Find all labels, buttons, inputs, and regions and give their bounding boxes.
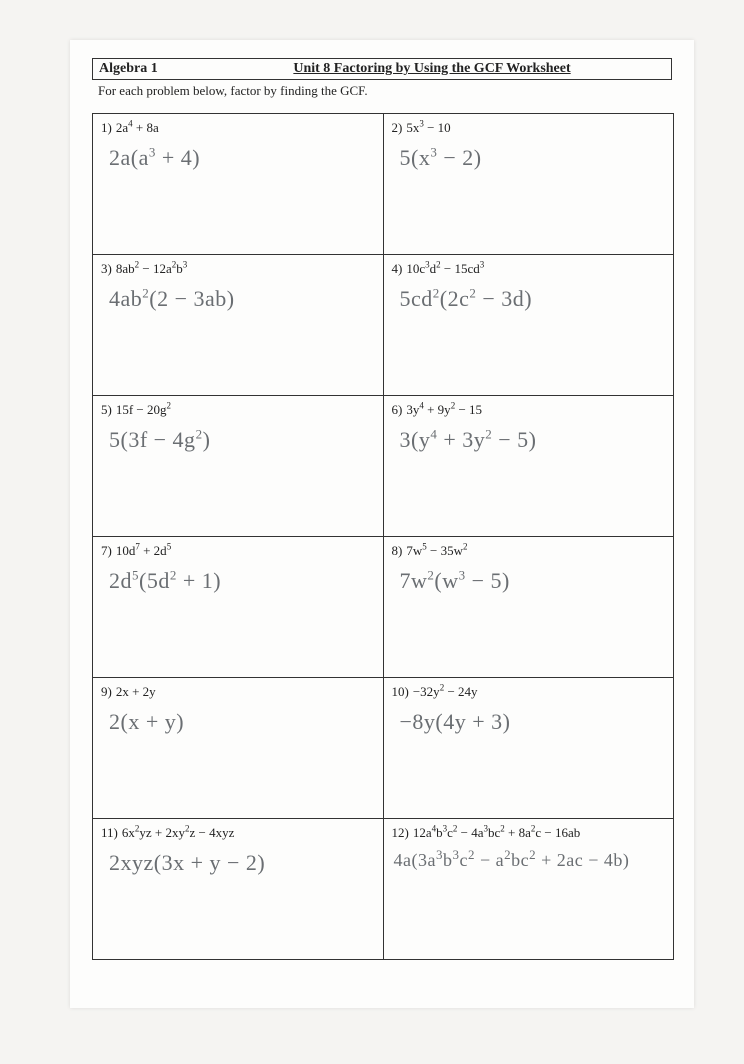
problem-cell: 12)12a4b3c2 − 4a3bc2 + 8a2c − 16ab 4a(3a… — [384, 819, 674, 959]
handwritten-answer: 5(x3 − 2) — [400, 146, 666, 170]
subject-label: Algebra 1 — [99, 61, 199, 77]
grid-row: 7)10d7 + 2d5 2d5(5d2 + 1) 8)7w5 − 35w2 7… — [93, 537, 673, 678]
problem-cell: 10)−32y2 − 24y −8y(4y + 3) — [384, 678, 674, 818]
handwritten-answer: 7w2(w3 − 5) — [400, 569, 666, 593]
worksheet-title: Unit 8 Factoring by Using the GCF Worksh… — [199, 61, 665, 77]
handwritten-answer: 5cd2(2c2 − 3d) — [400, 287, 666, 311]
problem-cell: 6)3y4 + 9y2 − 15 3(y4 + 3y2 − 5) — [384, 396, 674, 536]
problem-text: 5)15f − 20g2 — [101, 402, 375, 418]
problem-cell: 1)2a4 + 8a 2a(a3 + 4) — [93, 114, 384, 254]
grid-row: 11)6x2yz + 2xy2z − 4xyz 2xyz(3x + y − 2)… — [93, 819, 673, 959]
handwritten-answer: 2xyz(3x + y − 2) — [109, 851, 375, 875]
handwritten-answer: 4a(3a3b3c2 − a2bc2 + 2ac − 4b) — [394, 851, 666, 871]
handwritten-answer: 5(3f − 4g2) — [109, 428, 375, 452]
problem-text: 7)10d7 + 2d5 — [101, 543, 375, 559]
problem-cell: 8)7w5 − 35w2 7w2(w3 − 5) — [384, 537, 674, 677]
problem-text: 9)2x + 2y — [101, 684, 375, 700]
handwritten-answer: 4ab2(2 − 3ab) — [109, 287, 375, 311]
problem-grid: 1)2a4 + 8a 2a(a3 + 4) 2)5x3 − 10 5(x3 − … — [92, 113, 674, 960]
handwritten-answer: 2d5(5d2 + 1) — [109, 569, 375, 593]
problem-cell: 4)10c3d2 − 15cd3 5cd2(2c2 − 3d) — [384, 255, 674, 395]
handwritten-answer: 3(y4 + 3y2 − 5) — [400, 428, 666, 452]
grid-row: 5)15f − 20g2 5(3f − 4g2) 6)3y4 + 9y2 − 1… — [93, 396, 673, 537]
problem-cell: 9)2x + 2y 2(x + y) — [93, 678, 384, 818]
grid-row: 9)2x + 2y 2(x + y) 10)−32y2 − 24y −8y(4y… — [93, 678, 673, 819]
problem-text: 12)12a4b3c2 − 4a3bc2 + 8a2c − 16ab — [392, 825, 666, 841]
problem-text: 4)10c3d2 − 15cd3 — [392, 261, 666, 277]
problem-text: 1)2a4 + 8a — [101, 120, 375, 136]
worksheet-page: Algebra 1 Unit 8 Factoring by Using the … — [70, 40, 694, 1008]
problem-text: 10)−32y2 − 24y — [392, 684, 666, 700]
problem-cell: 7)10d7 + 2d5 2d5(5d2 + 1) — [93, 537, 384, 677]
handwritten-answer: 2(x + y) — [109, 710, 375, 734]
problem-cell: 5)15f − 20g2 5(3f − 4g2) — [93, 396, 384, 536]
problem-text: 8)7w5 − 35w2 — [392, 543, 666, 559]
problem-text: 6)3y4 + 9y2 − 15 — [392, 402, 666, 418]
instructions-text: For each problem below, factor by findin… — [92, 80, 672, 113]
problem-cell: 2)5x3 − 10 5(x3 − 2) — [384, 114, 674, 254]
problem-cell: 11)6x2yz + 2xy2z − 4xyz 2xyz(3x + y − 2) — [93, 819, 384, 959]
problem-text: 2)5x3 − 10 — [392, 120, 666, 136]
worksheet-header: Algebra 1 Unit 8 Factoring by Using the … — [92, 58, 672, 80]
grid-row: 3)8ab2 − 12a2b3 4ab2(2 − 3ab) 4)10c3d2 −… — [93, 255, 673, 396]
problem-text: 11)6x2yz + 2xy2z − 4xyz — [101, 825, 375, 841]
handwritten-answer: 2a(a3 + 4) — [109, 146, 375, 170]
problem-text: 3)8ab2 − 12a2b3 — [101, 261, 375, 277]
problem-cell: 3)8ab2 − 12a2b3 4ab2(2 − 3ab) — [93, 255, 384, 395]
handwritten-answer: −8y(4y + 3) — [400, 710, 666, 734]
grid-row: 1)2a4 + 8a 2a(a3 + 4) 2)5x3 − 10 5(x3 − … — [93, 114, 673, 255]
